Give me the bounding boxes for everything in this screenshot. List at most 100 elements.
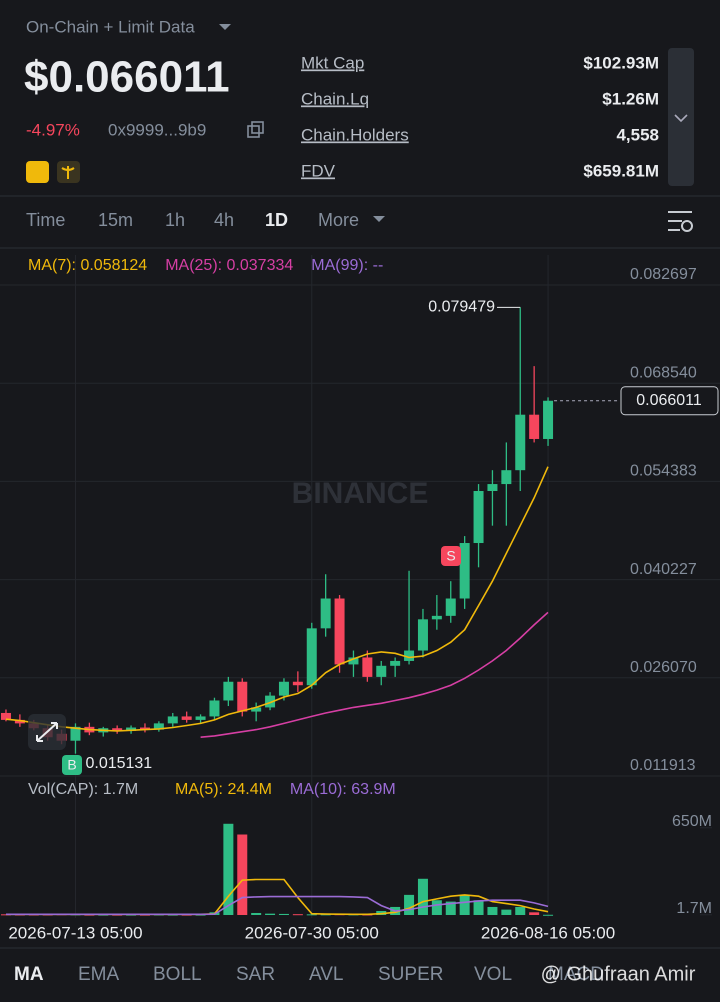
- indicator-tab[interactable]: SAR: [236, 964, 275, 985]
- candle-body: [431, 615, 442, 620]
- volume-bar: [543, 914, 554, 916]
- candle-body: [362, 657, 373, 677]
- legend-entry: MA(5): 24.4M: [175, 781, 272, 798]
- stat-value: $1.26M: [602, 89, 659, 108]
- ma-line: [200, 611, 549, 738]
- ma-line: [6, 895, 549, 916]
- candle-body: [265, 695, 276, 708]
- indicator-tab[interactable]: MACD: [548, 964, 604, 985]
- candle-body: [0, 712, 11, 720]
- candle-body: [459, 543, 470, 599]
- volume-title: Vol(CAP): 1.7M: [28, 781, 138, 798]
- candle-body: [14, 719, 25, 724]
- price-tag-label: 0.066011: [636, 392, 702, 409]
- fullscreen-icon: [36, 722, 58, 742]
- watermark: BINANCE: [292, 477, 429, 510]
- expand-icon: [674, 114, 688, 123]
- sell-marker[interactable]: [441, 546, 461, 566]
- dropdown-icon: [373, 216, 385, 222]
- candle-body: [251, 707, 262, 712]
- y-tick-label: 1.7M: [676, 900, 712, 917]
- y-tick-label: 0.011913: [630, 757, 696, 774]
- stat-label: Mkt Cap: [301, 53, 364, 72]
- volume-bar: [431, 900, 442, 915]
- volume-bar: [223, 823, 234, 915]
- stat-value: $659.81M: [583, 161, 659, 180]
- volume-bar: [445, 901, 456, 915]
- candle-body: [209, 700, 220, 717]
- chain-icon: [26, 161, 49, 183]
- stat-value: $102.93M: [583, 53, 659, 72]
- x-tick-label: 2026-07-30 05:00: [245, 923, 379, 942]
- timeframe-tab[interactable]: 1h: [165, 210, 185, 230]
- timeframe-tab[interactable]: Time: [26, 210, 65, 230]
- tag-icon-glyph: [61, 166, 75, 179]
- volume-bar: [0, 914, 11, 916]
- candle-body: [501, 470, 512, 485]
- source-selector[interactable]: On-Chain + Limit Data: [26, 17, 195, 36]
- candle-body: [70, 726, 81, 741]
- timeframe-tab[interactable]: 15m: [98, 210, 133, 230]
- settings-icon[interactable]: [668, 211, 692, 231]
- timeframe-tab[interactable]: More: [318, 210, 359, 230]
- indicator-tabs: MA EMA BOLL SAR AVL SUPER VOL MACD: [14, 964, 604, 985]
- volume-bar: [278, 913, 289, 915]
- indicator-tab[interactable]: EMA: [78, 964, 120, 985]
- candle-body: [348, 657, 359, 665]
- volume-bar: [417, 878, 428, 915]
- candle-body: [473, 490, 484, 544]
- candle-body: [390, 660, 401, 666]
- dropdown-icon: [219, 24, 231, 30]
- legend-entry: MA(7): 0.058124: [28, 257, 147, 274]
- legend-entry: MA(10): 63.9M: [290, 781, 396, 798]
- candle-body: [529, 414, 540, 439]
- x-tick-label: 2026-08-16 05:00: [481, 923, 615, 942]
- indicator-tab[interactable]: MA: [14, 964, 44, 985]
- volume-bar: [237, 834, 248, 915]
- stats: Mkt Cap $102.93M Chain.Lq $1.26M Chain.Holde…: [301, 53, 659, 180]
- candle-body: [112, 728, 123, 732]
- candle-body: [417, 619, 428, 651]
- candle-body: [515, 414, 526, 471]
- y-tick-label: 0.068540: [630, 364, 697, 381]
- copy-icon-back: [251, 121, 264, 134]
- candle-body: [445, 598, 456, 616]
- candle-body: [139, 727, 150, 730]
- volume-bar: [292, 914, 303, 916]
- volume-bar: [487, 906, 498, 915]
- stat-label: Chain.Holders: [301, 125, 409, 144]
- contract-address: 0x9999...9b9: [108, 120, 206, 139]
- watermark: @ Ghufraan Amir: [541, 963, 696, 985]
- low-label: 0.015131: [85, 755, 152, 772]
- price: $0.066011: [24, 53, 230, 102]
- expand-panel[interactable]: [668, 48, 694, 186]
- timeframe-tab[interactable]: 4h: [214, 210, 234, 230]
- candle-body: [487, 484, 498, 491]
- timeframe-tab[interactable]: 1D: [265, 210, 288, 230]
- volume-bar: [251, 912, 262, 915]
- volume-bar: [306, 914, 317, 916]
- candle-body: [237, 681, 248, 712]
- candle-body: [320, 598, 331, 629]
- price-change: -4.97%: [26, 120, 80, 139]
- indicator-tab[interactable]: VOL: [474, 964, 512, 985]
- indicator-tab[interactable]: SUPER: [378, 964, 443, 985]
- high-label: 0.079479: [428, 299, 495, 316]
- copy-icon[interactable]: [247, 125, 260, 138]
- candle-body: [376, 665, 387, 677]
- indicator-tab[interactable]: BOLL: [153, 964, 202, 985]
- buy-marker[interactable]: [62, 755, 82, 775]
- indicator-tab[interactable]: AVL: [309, 964, 344, 985]
- y-tick-label: 650M: [672, 813, 712, 830]
- candle-body: [404, 650, 415, 661]
- ma-line: [5, 466, 549, 732]
- volume-bar: [459, 894, 470, 915]
- settings-icon-gear: [681, 220, 693, 232]
- buy-marker-label: B: [67, 757, 76, 773]
- y-tick-label: 0.026070: [630, 659, 697, 676]
- volume-bar: [473, 900, 484, 915]
- candle-body: [278, 681, 289, 696]
- volume-bar: [501, 909, 512, 915]
